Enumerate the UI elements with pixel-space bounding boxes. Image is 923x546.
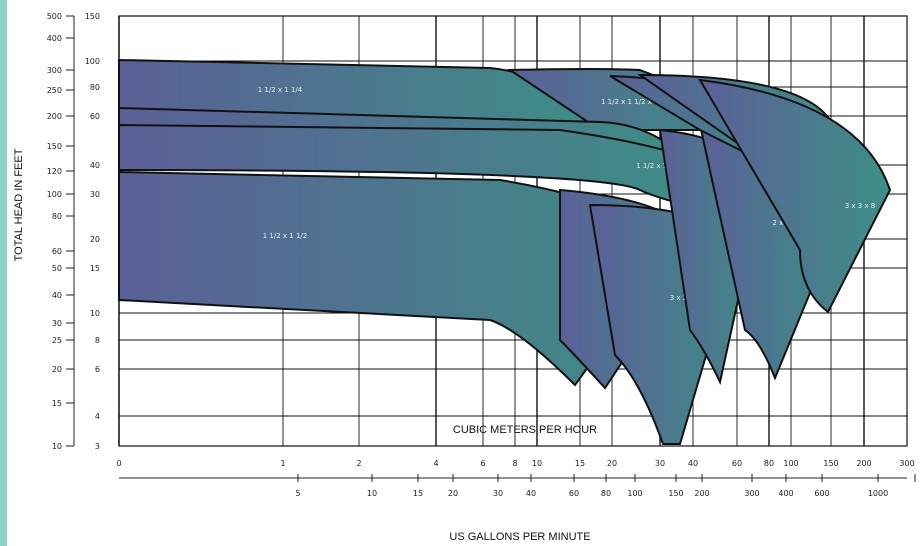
gpm-tick-label: 40	[526, 489, 536, 498]
cmh-tick-label: 8	[512, 459, 517, 468]
gpm-tick-label: 10	[367, 489, 377, 498]
cmh-tick-label: 4	[433, 459, 438, 468]
gpm-tick-label: 300	[744, 489, 759, 498]
pump-region-label: 3 x 3 x 8	[845, 202, 876, 210]
cmh-tick-label: 15	[575, 459, 585, 468]
cmh-tick-label: 200	[856, 459, 871, 468]
meter-tick-label: 20	[90, 235, 100, 244]
cmh-tick-label: 10	[532, 459, 542, 468]
gpm-tick-label: 100	[627, 489, 642, 498]
meter-tick-label: 15	[90, 264, 100, 273]
pump-region-label: 1 1/2 x 1 1/2 x 10	[601, 98, 663, 106]
feet-tick-label: 30	[52, 319, 62, 328]
meter-tick-label: 30	[90, 190, 100, 199]
gpm-tick-label: 600	[814, 489, 829, 498]
meter-tick-label: 6	[95, 365, 100, 374]
meter-tick-label: 100	[85, 57, 100, 66]
gpm-tick-label: 150	[668, 489, 683, 498]
feet-tick-label: 500	[47, 12, 62, 21]
feet-tick-label: 50	[52, 264, 62, 273]
feet-tick-label: 120	[47, 167, 62, 176]
meter-tick-label: 8	[95, 336, 100, 345]
ylabel-feet: TOTAL HEAD IN FEET	[13, 148, 25, 261]
feet-tick-label: 60	[52, 247, 62, 256]
gpm-tick-label: 1000	[868, 489, 888, 498]
feet-tick-label: 400	[47, 34, 62, 43]
meter-tick-label: 60	[90, 112, 100, 121]
feet-tick-label: 10	[52, 442, 62, 451]
cmh-tick-label: 40	[688, 459, 698, 468]
cmh-tick-label: 80	[764, 459, 774, 468]
cmh-tick-label: 2	[356, 459, 361, 468]
feet-tick-label: 250	[47, 86, 62, 95]
feet-tick-label: 15	[52, 399, 62, 408]
feet-tick-label: 100	[47, 190, 62, 199]
feet-tick-label: 80	[52, 212, 62, 221]
gpm-tick-label: 400	[778, 489, 793, 498]
gpm-tick-label: 5	[295, 489, 300, 498]
cmh-tick-label: 6	[480, 459, 485, 468]
cmh-tick-label: 20	[607, 459, 617, 468]
gpm-tick-label: 80	[601, 489, 611, 498]
pump-region-label: 1 1/2 x 1 1/4	[258, 86, 303, 94]
cmh-tick-label: 60	[732, 459, 742, 468]
xlabel-cmh: CUBIC METERS PER HOUR	[453, 424, 597, 436]
cmh-tick-label: 1	[280, 459, 285, 468]
gpm-tick-label: 15	[413, 489, 423, 498]
side-color-strip	[0, 0, 7, 546]
meter-tick-label: 3	[95, 442, 100, 451]
feet-tick-label: 40	[52, 291, 62, 300]
feet-tick-label: 25	[52, 336, 62, 345]
feet-tick-label: 200	[47, 112, 62, 121]
cmh-tick-label: 30	[655, 459, 665, 468]
gpm-tick-label: 200	[694, 489, 709, 498]
cmh-tick-label: 300	[899, 459, 914, 468]
meter-tick-label: 10	[90, 309, 100, 318]
feet-tick-label: 300	[47, 66, 62, 75]
meter-tick-label: 40	[90, 161, 100, 170]
xlabel-gpm: US GALLONS PER MINUTE	[449, 531, 590, 543]
cmh-tick-label: 100	[783, 459, 798, 468]
meter-tick-label: 150	[85, 12, 100, 21]
meter-tick-label: 4	[95, 412, 100, 421]
pump-region-label: 1 1/2 x 1 1/2	[263, 232, 307, 240]
meter-tick-label: 80	[90, 83, 100, 92]
cmh-tick-label: 150	[823, 459, 838, 468]
pump-region	[698, 78, 892, 314]
gpm-tick-label: 60	[569, 489, 579, 498]
feet-tick-label: 150	[47, 142, 62, 151]
cmh-tick-label: 0	[116, 459, 121, 468]
gpm-tick-label: 30	[493, 489, 503, 498]
gpm-tick-label: 20	[448, 489, 458, 498]
feet-tick-label: 20	[52, 365, 62, 374]
